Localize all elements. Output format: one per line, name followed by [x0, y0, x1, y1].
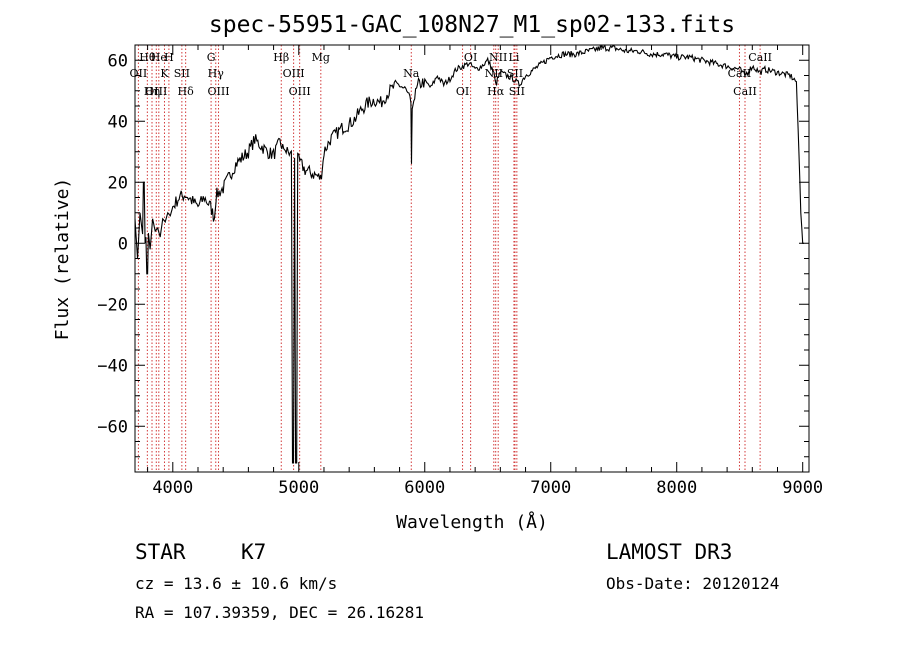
line-label: OIII [289, 85, 311, 98]
object-subclass: K7 [241, 540, 267, 564]
survey-name: LAMOST DR3 [606, 540, 733, 564]
line-label: G [207, 51, 216, 64]
x-tick-label: 7000 [530, 478, 571, 498]
chart-title: spec-55951-GAC_108N27_M1_sp02-133.fits [209, 12, 735, 38]
line-label: OI [464, 51, 477, 64]
axis-ticks: 4000 5000 6000 7000 8000 9000 −60 −40 −20 0 20 40 60 [97, 45, 823, 498]
flux-series-line [134, 45, 804, 464]
line-label: SII [174, 67, 190, 80]
line-label: Li [509, 51, 520, 64]
line-label: CaII [733, 85, 757, 98]
y-tick-label: −60 [97, 417, 128, 437]
line-label: Hγ [208, 67, 225, 80]
line-label: He [151, 51, 167, 64]
y-tick-label: −20 [97, 295, 128, 315]
line-label: SII [507, 67, 523, 80]
redshift-text: cz = 13.6 ± 10.6 km/s [135, 574, 338, 593]
line-label: CaII [748, 51, 772, 64]
x-axis-label: Wavelength (Å) [396, 511, 548, 533]
line-label: Hα [487, 85, 505, 98]
x-tick-label: 4000 [152, 478, 193, 498]
line-label: Hη [144, 85, 160, 98]
line-label: CaII [728, 67, 752, 80]
line-label: OIII [207, 85, 229, 98]
line-label: H [164, 51, 174, 64]
coordinates-text: RA = 107.39359, DEC = 26.16281 [135, 603, 424, 622]
line-label: OIII [283, 67, 305, 80]
line-label: Mg [312, 51, 330, 64]
object-class: STAR [135, 540, 186, 564]
y-tick-label: 60 [108, 51, 128, 71]
line-label: OIII [145, 85, 167, 98]
line-label: Na [403, 67, 420, 80]
line-label: Hβ [273, 51, 289, 64]
x-tick-label: 6000 [404, 478, 445, 498]
line-label: K [160, 67, 169, 80]
x-tick-label: 8000 [656, 478, 697, 498]
y-tick-label: 20 [108, 173, 128, 193]
y-tick-label: −40 [97, 356, 128, 376]
x-tick-label: 5000 [278, 478, 319, 498]
obs-date-text: Obs-Date: 20120124 [606, 574, 780, 593]
plot-frame [134, 44, 810, 473]
line-label: SII [509, 85, 525, 98]
spectral-line-markers [137, 45, 761, 472]
line-label: Hδ [178, 85, 195, 98]
line-label: NII [489, 51, 507, 64]
line-label: OI [456, 85, 469, 98]
x-tick-label: 9000 [782, 478, 823, 498]
y-tick-label: 40 [108, 112, 128, 132]
y-tick-label: 0 [118, 234, 128, 254]
line-label: OII [130, 67, 148, 80]
spectral-line-labels: HθOIIOIIIHeKHηHSIIHδGHγOIIIHβOIIIOIIIMgN… [130, 51, 772, 98]
y-axis-label: Flux (relative) [52, 178, 73, 341]
